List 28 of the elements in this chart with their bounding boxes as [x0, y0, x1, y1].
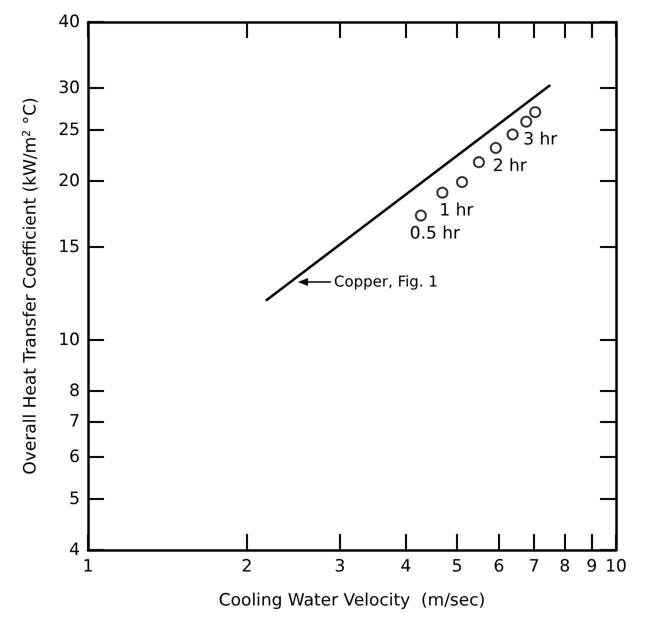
- x-tick-label: 7: [528, 556, 540, 576]
- y-tick-label: 10: [58, 330, 80, 350]
- y-tick-label: 8: [69, 381, 80, 402]
- y-tick-label: 30: [58, 78, 80, 98]
- y-axis-title: Overall Heat Transfer Coefficient (kW/m2 °C): [20, 97, 40, 475]
- y-tick-label: 4: [69, 540, 80, 560]
- annotation: 0.5 hr: [410, 224, 460, 244]
- x-tick-label: 2: [242, 556, 252, 576]
- x-tick-label: 1: [82, 556, 94, 576]
- x-tick-label: 3: [334, 556, 346, 576]
- annotation: 1 hr: [439, 200, 474, 221]
- y-tick-label: 6: [69, 447, 80, 468]
- annotation: 3 hr: [523, 130, 558, 150]
- x-tick-label: 6: [493, 556, 504, 576]
- y-tick-label: 20: [58, 170, 80, 191]
- y-tick-label: 5: [69, 488, 80, 509]
- annotation: 2 hr: [492, 156, 527, 176]
- x-tick-label: 10: [605, 556, 627, 576]
- y-tick-label: 7: [69, 412, 80, 432]
- y-tick-label: 15: [58, 236, 80, 257]
- x-tick-label: 8: [559, 556, 570, 576]
- annotation: Copper, Fig. 1: [334, 272, 438, 291]
- x-tick-label: 5: [452, 556, 462, 576]
- y-tick-label: 40: [58, 12, 80, 32]
- y-tick-label: 25: [58, 120, 80, 140]
- x-tick-label: 4: [400, 556, 412, 576]
- x-tick-label: 9: [586, 556, 598, 576]
- x-axis-title: Cooling Water Velocity (m/sec): [218, 590, 486, 610]
